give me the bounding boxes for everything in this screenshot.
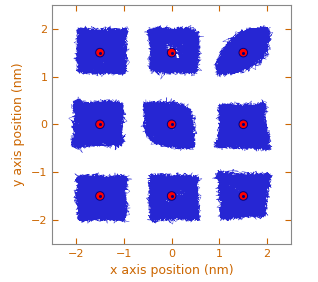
Circle shape bbox=[96, 192, 104, 200]
Circle shape bbox=[239, 120, 248, 129]
X-axis label: x axis position (nm): x axis position (nm) bbox=[110, 264, 233, 277]
Circle shape bbox=[167, 192, 176, 200]
Y-axis label: y axis position (nm): y axis position (nm) bbox=[12, 63, 25, 186]
Circle shape bbox=[96, 120, 104, 129]
Circle shape bbox=[239, 192, 248, 200]
Circle shape bbox=[96, 48, 104, 57]
Circle shape bbox=[167, 48, 176, 57]
Circle shape bbox=[167, 120, 176, 129]
Circle shape bbox=[239, 48, 248, 57]
